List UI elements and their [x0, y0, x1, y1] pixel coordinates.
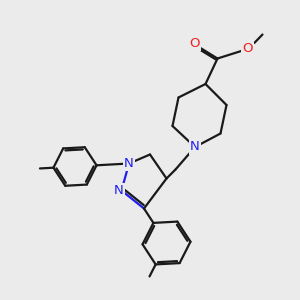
Text: N: N	[190, 140, 200, 154]
Text: O: O	[242, 41, 253, 55]
Text: N: N	[114, 184, 124, 197]
Text: O: O	[189, 37, 200, 50]
Text: N: N	[124, 157, 134, 170]
